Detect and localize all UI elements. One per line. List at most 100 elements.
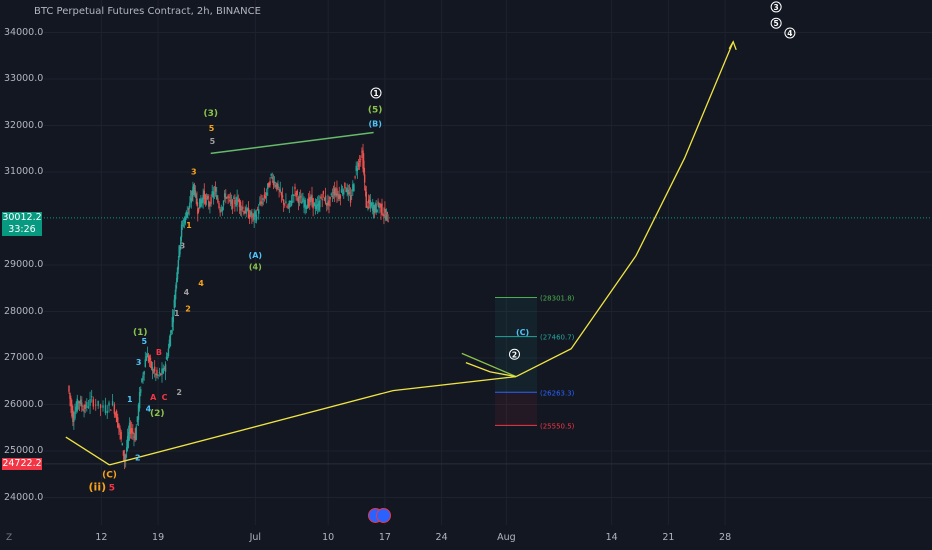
candle-body [307,198,310,207]
candle-body [296,190,298,196]
candle-body [281,195,284,198]
wave-label: (B) [368,119,381,128]
candle-body [157,374,159,377]
candle-body [193,187,196,195]
candle-body [295,192,297,198]
candle-body [125,454,127,461]
candle-body [299,196,302,198]
candle-body [372,206,374,211]
wave-label: 1 [174,309,180,318]
candle-body [364,188,367,192]
wave-label: 1 [186,221,192,230]
circled-wave-marker [770,17,782,29]
candle-body [322,191,325,195]
candle-body [346,187,348,192]
candle-body [178,245,180,258]
timezone-button[interactable]: Z [6,533,13,543]
candle-body [270,174,272,176]
candle-body [120,432,122,440]
candle-body [189,197,192,200]
price-axis-label: 31000.0 [4,166,44,177]
candle-body [304,199,306,207]
candle-body [197,207,200,212]
candle-body [269,181,271,186]
candle-body [339,195,342,199]
wave-label: 1 [127,395,133,404]
candle-body [76,398,78,411]
us-flag-icon [376,508,391,523]
candle-body [262,198,264,200]
candle-body [92,399,94,407]
candle-body [202,194,204,203]
candle-body [365,191,367,208]
candle-body [204,195,207,204]
candle-body [246,209,249,211]
candle-body [385,215,387,220]
candle-body [363,174,366,183]
candle-body [233,197,235,199]
candle-body [130,428,133,433]
candle-body [78,401,81,404]
candle-body [119,428,121,432]
candle-body [104,405,107,413]
wave-label: 3 [180,242,186,251]
candle-body [282,199,285,205]
candle-body [371,203,373,205]
price-axis-label: 29000.0 [4,259,44,270]
candle-body [375,203,377,212]
candle-body [135,426,137,441]
wave-label: (3) [204,109,219,119]
candle-body [192,186,194,197]
candle-body [142,375,144,380]
candle-body [219,209,221,213]
economic-events-icon[interactable] [368,508,392,523]
candle-body [267,183,269,190]
wave-label: (4) [249,263,262,272]
candle-body [306,204,309,209]
candle-body [149,357,152,360]
current-price-tag: 30012.2 33:26 [2,211,42,236]
circled-wave-label: 1 [373,89,378,98]
candle-body [206,196,209,199]
trend-line [109,375,517,466]
candle-body [278,188,280,190]
candle-body [323,197,326,201]
candle-body [319,199,321,208]
candle-body [330,193,332,195]
candle-body [114,413,117,416]
candle-body [159,373,162,375]
candle-body [155,373,157,376]
candle-body [174,294,176,308]
candle-body [212,191,215,198]
candle-body [312,198,314,209]
candle-body [238,199,241,208]
candle-body [368,202,371,204]
candle-body [176,267,179,280]
candle-body [90,396,93,398]
candle-body [194,190,197,196]
candle-body [297,197,300,203]
time-axis-label: 24 [435,532,448,543]
candle-body [258,209,260,214]
wave-label: (C) [516,328,529,337]
candle-body [373,207,376,213]
candle-body [293,195,295,197]
candle-body [132,431,134,434]
candle-body [353,184,355,192]
candle-body [190,198,193,203]
candle-body [77,401,80,404]
candle-body [208,200,210,207]
wave-label: 5 [210,137,216,146]
candle-body [347,189,349,195]
candle-body [203,190,205,200]
candle-body [179,246,181,255]
candle-body [180,224,183,238]
candle-body [318,201,320,211]
candle-body [200,200,202,207]
candle-body [158,372,161,374]
candle-body [328,199,330,206]
candle-body [234,199,236,205]
candle-body [161,368,163,376]
